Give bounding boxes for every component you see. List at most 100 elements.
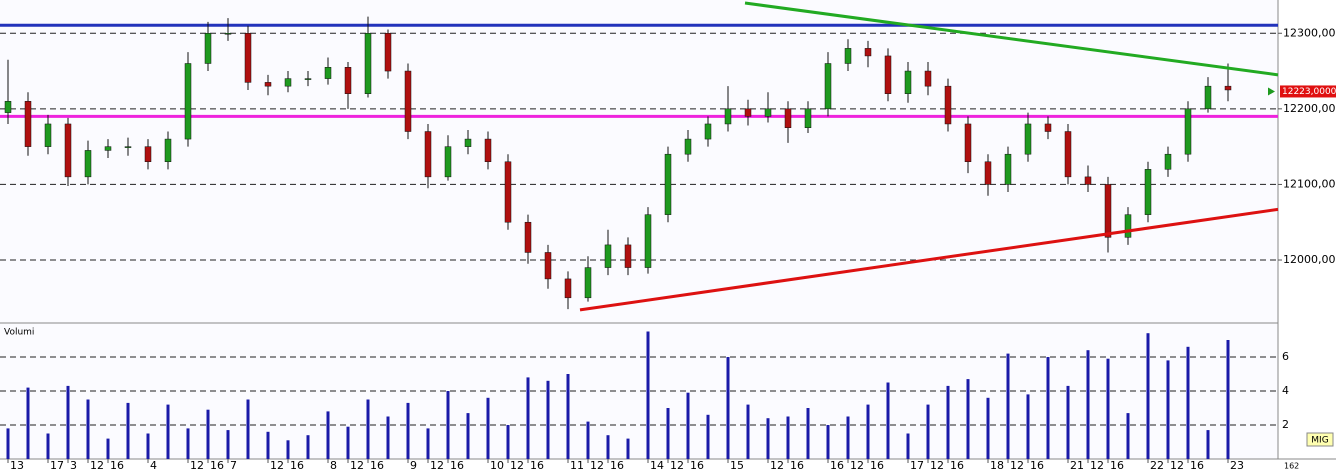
candle-body bbox=[524, 221, 532, 253]
volume-bar bbox=[46, 433, 50, 459]
candle-body bbox=[604, 244, 612, 268]
volume-bar bbox=[986, 397, 990, 459]
price-arrow bbox=[1268, 87, 1275, 96]
candle-body bbox=[644, 214, 652, 268]
x-tick-label: 12 bbox=[850, 459, 864, 472]
volume-bar bbox=[726, 357, 730, 459]
candle-body bbox=[584, 267, 592, 299]
candle-body bbox=[844, 48, 852, 64]
x-tick-label: 7 bbox=[230, 459, 237, 472]
x-tick-label: 12 bbox=[1170, 459, 1184, 472]
x-tick-label: 12 bbox=[350, 459, 364, 472]
volume-bar bbox=[826, 425, 830, 459]
candle-body bbox=[544, 252, 552, 280]
y-tick-label: 4 bbox=[1282, 384, 1289, 397]
candle-body bbox=[404, 70, 412, 132]
candle-body bbox=[364, 33, 372, 94]
x-tick-label: 9 bbox=[410, 459, 417, 472]
volume-bar bbox=[1006, 353, 1010, 459]
candle-body bbox=[1084, 176, 1092, 185]
x-tick-label: 12 bbox=[510, 459, 524, 472]
y-tick-label: 12300,000 bbox=[1283, 26, 1336, 39]
volume-bar bbox=[1046, 357, 1050, 459]
candle-body bbox=[204, 33, 212, 64]
candle-body bbox=[44, 123, 52, 147]
volume-bar bbox=[706, 414, 710, 459]
volume-bar bbox=[666, 408, 670, 459]
x-tick-label: 16 bbox=[950, 459, 964, 472]
candle-body bbox=[144, 146, 152, 163]
x-tick-label: 4 bbox=[150, 459, 157, 472]
x-tick-label: 10 bbox=[490, 459, 504, 472]
volume-bar bbox=[786, 416, 790, 459]
volume-bar bbox=[266, 431, 270, 459]
x-tick-label: 12 bbox=[430, 459, 444, 472]
volume-bar bbox=[946, 385, 950, 459]
y-tick-label: 12100,000 bbox=[1283, 177, 1336, 190]
candle-body bbox=[1004, 153, 1012, 185]
candle-body bbox=[24, 101, 32, 147]
x-tick-label: 16 bbox=[290, 459, 304, 472]
volume-bar bbox=[1146, 333, 1150, 459]
volume-bar bbox=[1066, 385, 1070, 459]
volume-bar bbox=[806, 408, 810, 459]
y-tick-label: 12200,000 bbox=[1283, 102, 1336, 115]
volume-bar bbox=[26, 387, 30, 459]
candle-body bbox=[1164, 153, 1172, 170]
volume-bar bbox=[606, 435, 610, 459]
candle-body bbox=[784, 108, 792, 128]
candle-body bbox=[624, 244, 632, 268]
volume-bar bbox=[866, 404, 870, 459]
x-tick-label: 17 bbox=[50, 459, 64, 472]
volume-bar bbox=[166, 404, 170, 459]
x-tick-label: 14 bbox=[650, 459, 664, 472]
x-tick-label: 16 bbox=[790, 459, 804, 472]
candle-body bbox=[884, 55, 892, 94]
candle-body bbox=[964, 123, 972, 163]
candle-body bbox=[104, 146, 112, 151]
plot-background bbox=[0, 0, 1278, 459]
volume-bar bbox=[846, 416, 850, 459]
volume-bar bbox=[626, 438, 630, 459]
x-tick-label: 12 bbox=[270, 459, 284, 472]
candle-body bbox=[944, 85, 952, 125]
volume-bar bbox=[286, 440, 290, 459]
x-tick-label: 3 bbox=[70, 459, 77, 472]
candle-body bbox=[904, 70, 912, 94]
candle-body bbox=[264, 82, 272, 87]
x-tick-label: 12 bbox=[1090, 459, 1104, 472]
candle-body bbox=[384, 33, 392, 72]
candle-body bbox=[1144, 169, 1152, 215]
candle-body bbox=[1064, 131, 1072, 178]
candle-body bbox=[464, 138, 472, 147]
candle-body bbox=[504, 161, 512, 223]
candle-body bbox=[1024, 123, 1032, 155]
candle-body bbox=[184, 63, 192, 140]
volume-bar bbox=[646, 331, 650, 459]
candle-body bbox=[304, 78, 312, 80]
candle-body bbox=[84, 150, 92, 178]
x-tick-label: 16 bbox=[450, 459, 464, 472]
candle-body bbox=[724, 108, 732, 125]
x-tick-label: 16 bbox=[610, 459, 624, 472]
x-tick-label: 12 bbox=[190, 459, 204, 472]
volume-bar bbox=[126, 402, 130, 459]
candle-body bbox=[324, 67, 332, 79]
y-tick-label: 12000,000 bbox=[1283, 253, 1336, 266]
candle-body bbox=[164, 138, 172, 163]
candle-body bbox=[684, 138, 692, 155]
volume-bar bbox=[466, 413, 470, 459]
candle-body bbox=[1184, 108, 1192, 155]
candle-body bbox=[804, 108, 812, 128]
volume-bar bbox=[486, 397, 490, 459]
x-tick-label: 16 bbox=[690, 459, 704, 472]
x-tick-label: 11 bbox=[570, 459, 584, 472]
candle-body bbox=[564, 278, 572, 299]
candle-body bbox=[1124, 214, 1132, 238]
x-tick-label: 21 bbox=[1070, 459, 1084, 472]
x-tick-label: 17 bbox=[910, 459, 924, 472]
volume-bar bbox=[6, 428, 10, 459]
volume-bar bbox=[186, 428, 190, 459]
candle-body bbox=[924, 70, 932, 87]
volume-bar bbox=[906, 433, 910, 459]
